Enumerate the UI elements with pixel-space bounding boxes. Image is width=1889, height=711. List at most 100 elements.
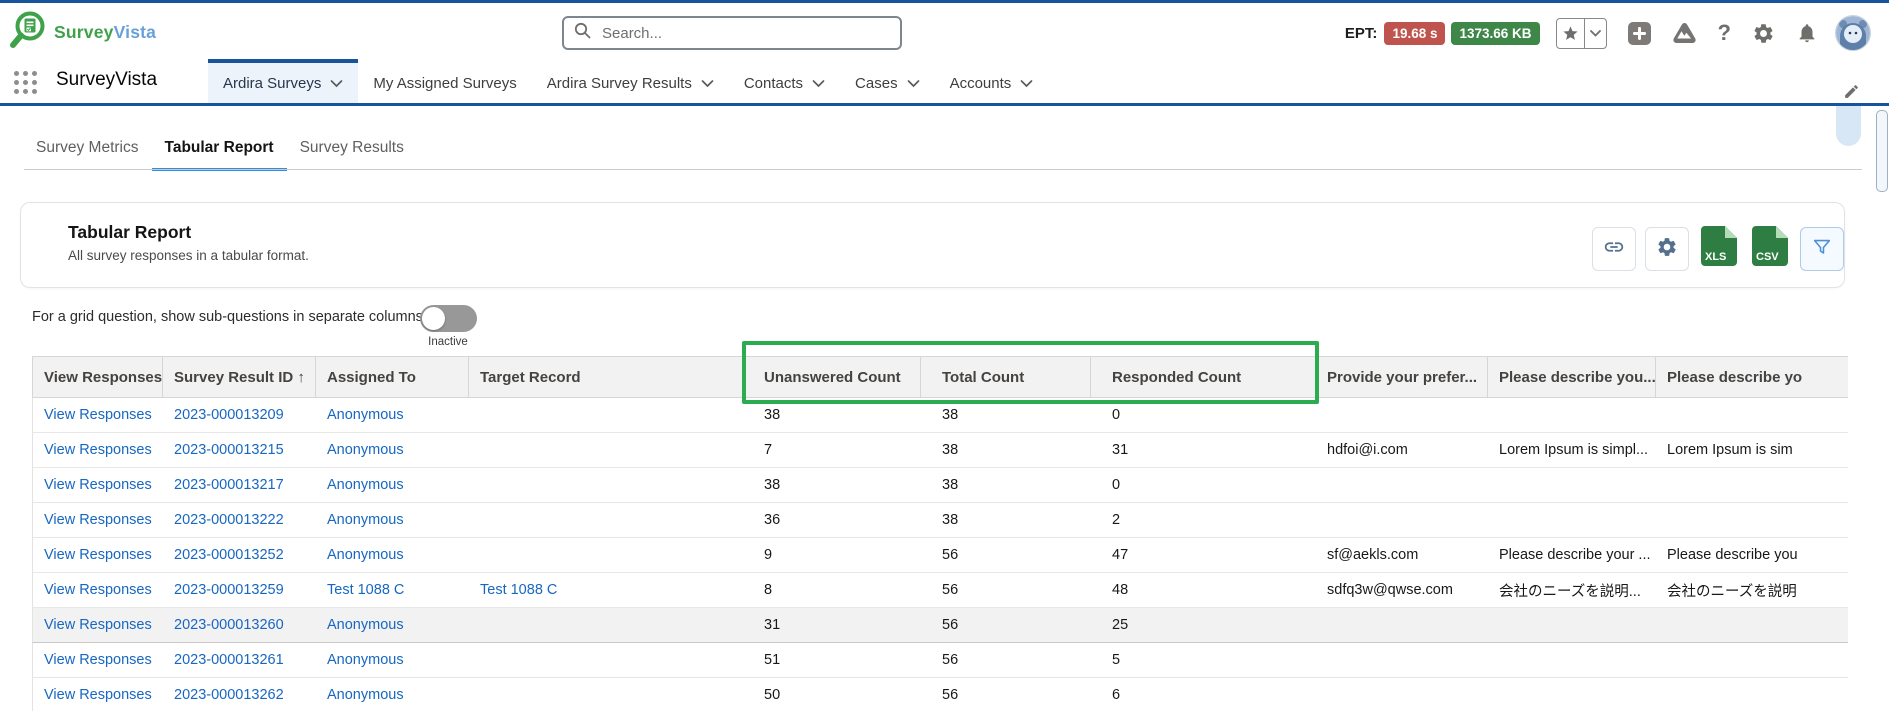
nav-tab-my-assigned-surveys[interactable]: My Assigned Surveys [358, 59, 531, 103]
cell-target [469, 643, 743, 677]
cell-assigned-to[interactable]: Anonymous [327, 442, 404, 458]
column-header-assigned-to[interactable]: Assigned To [316, 357, 469, 397]
column-header-survey-result-id[interactable]: Survey Result ID ↑ [163, 357, 316, 397]
chevron-down-icon[interactable] [701, 75, 714, 92]
cell-id[interactable]: 2023-000013252 [174, 547, 284, 563]
cell-view[interactable]: View Responses [44, 477, 152, 493]
column-header-please-describe-yo[interactable]: Please describe yo [1656, 357, 1848, 397]
cell-view[interactable]: View Responses [44, 547, 152, 563]
cell-unanswered: 38 [764, 477, 781, 493]
app-launcher-waffle-icon[interactable] [14, 71, 37, 94]
favorites-dropdown-button[interactable] [1583, 18, 1606, 48]
cell-unanswered: 8 [764, 582, 773, 598]
cell-preference [1316, 643, 1488, 677]
cell-assigned-to[interactable]: Anonymous [327, 512, 404, 528]
nav-tab-cases[interactable]: Cases [840, 59, 935, 103]
cell-responded: 0 [1112, 477, 1121, 493]
cell-responded: 2 [1112, 512, 1121, 528]
cell-view[interactable]: View Responses [44, 407, 152, 423]
cell-id[interactable]: 2023-000013215 [174, 442, 284, 458]
chevron-down-icon[interactable] [907, 75, 920, 92]
cell-view[interactable]: View Responses [44, 617, 152, 633]
nav-tab-contacts[interactable]: Contacts [729, 59, 840, 103]
user-avatar[interactable] [1835, 15, 1871, 51]
toggle-knob [422, 307, 445, 330]
cell-assigned-to[interactable]: Anonymous [327, 617, 404, 633]
export-xls-button[interactable]: XLS [1698, 225, 1740, 269]
subtab-survey-results[interactable]: Survey Results [299, 139, 404, 156]
column-header-view-responses[interactable]: View Responses [33, 357, 163, 397]
edit-nav-pencil-icon[interactable] [1843, 83, 1860, 105]
cell-view[interactable]: View Responses [44, 652, 152, 668]
chevron-down-icon[interactable] [812, 75, 825, 92]
cell-total: 56 [942, 547, 959, 563]
cell-view[interactable]: View Responses [44, 582, 152, 598]
cell-assigned-to[interactable]: Anonymous [327, 477, 404, 493]
table-row: View Responses 2023-000013252 Anonymous 9 56… [32, 538, 1848, 573]
vertical-scrollbar-thumb[interactable] [1876, 110, 1888, 192]
cell-unanswered: 9 [764, 547, 773, 563]
cell-responded: 48 [1112, 582, 1129, 598]
chevron-down-icon[interactable] [330, 75, 343, 92]
cell-id[interactable]: 2023-000013262 [174, 687, 284, 703]
subtab-tabular-report[interactable]: Tabular Report [151, 139, 287, 171]
ept-time-badge: 19.68 s [1384, 21, 1446, 45]
app-name[interactable]: SurveyVista [56, 69, 158, 90]
column-header-please-describe-you[interactable]: Please describe you... [1488, 357, 1656, 397]
cell-unanswered: 7 [764, 442, 773, 458]
search-input[interactable] [600, 23, 890, 43]
column-header-provide-your-prefer[interactable]: Provide your prefer... [1316, 357, 1488, 397]
filter-button[interactable] [1800, 227, 1844, 271]
cell-preference [1316, 608, 1488, 642]
cell-id[interactable]: 2023-000013260 [174, 617, 284, 633]
column-header-target-record[interactable]: Target Record [469, 357, 743, 397]
nav-tab-strip: Ardira Surveys My Assigned Surveys Ardira … [208, 59, 1048, 103]
table-row: View Responses 2023-000013262 Anonymous 50 5… [32, 678, 1848, 711]
cell-assigned-to[interactable]: Test 1088 C [327, 582, 405, 598]
favorite-star-button[interactable] [1557, 19, 1584, 48]
nav-tab-label: Accounts [949, 74, 1012, 92]
nav-tab-accounts[interactable]: Accounts [935, 59, 1049, 103]
cell-id[interactable]: 2023-000013217 [174, 477, 284, 493]
global-search[interactable] [562, 16, 902, 50]
cell-assigned-to[interactable]: Anonymous [327, 407, 404, 423]
chevron-down-icon[interactable] [1020, 75, 1033, 92]
column-header-responded-count[interactable]: Responded Count [1091, 357, 1316, 397]
toggle-state-label: Inactive [428, 336, 468, 348]
copy-link-button[interactable] [1592, 227, 1636, 271]
cell-preference [1316, 678, 1488, 711]
nav-tab-label: Ardira Survey Results [546, 74, 692, 92]
help-button[interactable]: ? [1717, 20, 1731, 45]
cell-id[interactable]: 2023-000013222 [174, 512, 284, 528]
link-icon [1603, 236, 1625, 263]
column-header-unanswered-count[interactable]: Unanswered Count [743, 357, 921, 397]
export-csv-button[interactable]: CSV [1749, 225, 1791, 269]
column-header-total-count[interactable]: Total Count [921, 357, 1091, 397]
setup-gear-button[interactable] [1752, 22, 1775, 45]
cell-view[interactable]: View Responses [44, 512, 152, 528]
report-settings-button[interactable] [1645, 227, 1689, 271]
cell-target[interactable]: Test 1088 C [480, 582, 558, 598]
notifications-bell-button[interactable] [1796, 22, 1818, 44]
search-icon [574, 22, 591, 44]
cell-id[interactable]: 2023-000013259 [174, 582, 284, 598]
cell-assigned-to[interactable]: Anonymous [327, 687, 404, 703]
grid-question-toggle[interactable] [420, 305, 477, 332]
cell-describe1 [1488, 678, 1656, 711]
subtab-survey-metrics[interactable]: Survey Metrics [36, 139, 139, 156]
ept-size-badge: 1373.66 KB [1451, 21, 1540, 45]
cell-assigned-to[interactable]: Anonymous [327, 652, 404, 668]
nav-tab-ardira-surveys[interactable]: Ardira Surveys [208, 59, 359, 103]
cell-id[interactable]: 2023-000013209 [174, 407, 284, 423]
guidance-center-trailhead-button[interactable] [1672, 22, 1697, 44]
cell-unanswered: 50 [764, 687, 781, 703]
cell-target [469, 538, 743, 572]
global-actions-plus-button[interactable] [1627, 21, 1651, 45]
cell-assigned-to[interactable]: Anonymous [327, 547, 404, 563]
cell-total: 56 [942, 617, 959, 633]
cell-view[interactable]: View Responses [44, 687, 152, 703]
cell-view[interactable]: View Responses [44, 442, 152, 458]
cell-id[interactable]: 2023-000013261 [174, 652, 284, 668]
cell-unanswered: 31 [764, 617, 781, 633]
nav-tab-ardira-survey-results[interactable]: Ardira Survey Results [532, 59, 729, 103]
